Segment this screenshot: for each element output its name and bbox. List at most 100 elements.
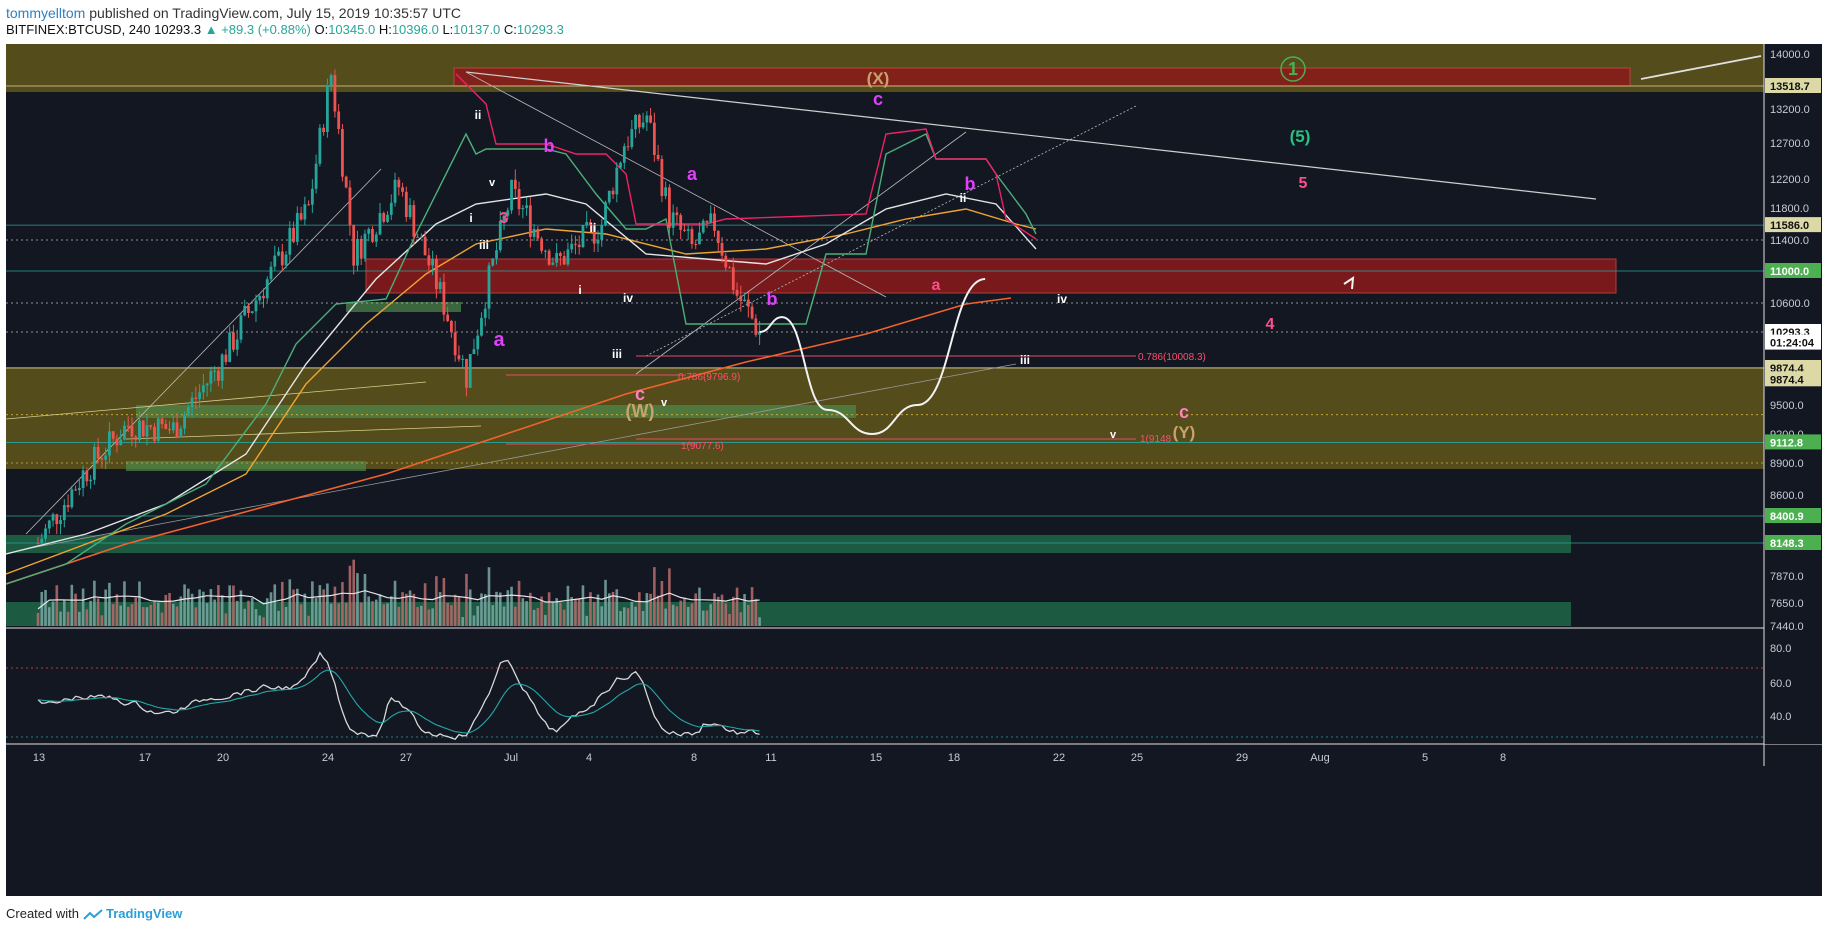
volume-bar [363,573,367,626]
price-badge-label: 9874.4 [1770,374,1805,386]
volume-bar [296,588,299,626]
volume-bar [179,596,183,626]
volume-bar [269,592,273,626]
candle-body [604,202,607,225]
price-axis-bg [1764,44,1822,744]
candle-body [235,339,239,350]
candle-body [220,354,224,381]
volume-ma [37,590,760,610]
candle-body [596,239,600,244]
volume-bar [134,597,138,626]
candle-body [754,318,758,335]
volume-bar [318,585,322,626]
candle-body [303,204,307,220]
time-tick-label: 8 [1500,752,1506,764]
volume-bar [356,573,359,626]
high-label: H: [378,22,392,37]
fib-label: 0.786(10008.3) [1138,352,1206,363]
volume-bar [446,602,449,626]
volume-bar [713,593,716,626]
channel-line-2 [465,71,887,298]
candle-body [728,267,731,269]
candle-body [431,259,435,266]
candle-body [513,179,517,189]
candle-body [416,236,419,238]
rsi-tick-label: 80.0 [1770,643,1791,655]
candle-body [250,311,254,313]
candle-body [491,258,495,266]
candle-body [709,213,713,223]
projection-arrowhead [1343,276,1355,290]
candle-body [378,213,382,235]
green-zone-10600 [346,302,461,312]
wave-label: 5 [1299,175,1308,192]
tradingview-logo-icon [83,908,103,920]
time-tick-label: 17 [139,752,151,764]
volume-bar [502,606,506,626]
candle-body [562,256,566,265]
ichimoku-conversion [455,73,1037,240]
candle-body [36,542,40,544]
high-value: 10396.0 [391,22,439,37]
volume-bar [202,591,205,626]
candle-body [273,255,277,267]
volume-bar [258,615,262,626]
price-badge [1765,263,1821,278]
wave-label: a [493,329,505,351]
volume-bar [686,606,690,626]
volume-bar [292,589,295,626]
volume-bar [604,579,607,626]
volume-bar [311,581,314,626]
volume-bar [138,581,141,626]
wave-label: c [635,384,645,404]
volume-bar [397,606,401,626]
volume-bar [153,600,156,626]
candle-body [758,331,761,335]
volume-bar [47,607,51,626]
candle-body [476,335,480,350]
volume-bar [44,589,47,626]
candle-body [100,458,104,460]
candle-body [183,415,186,429]
candle-body [543,250,547,252]
candle-body [280,251,284,266]
far-upper-line [1640,55,1762,80]
price-chart[interactable]: 14000.0 13200.0 12700.0 12200.0 11800.0 11400… [6,44,1822,896]
price-badge-label: 11586.0 [1770,220,1809,232]
candle-body [149,425,153,427]
volume-bar [250,598,254,626]
candle-body [205,383,209,386]
volume-bar [89,600,92,626]
candle-body [123,425,126,440]
author-link[interactable]: tommyelltom [6,5,86,21]
candle-body [423,236,427,256]
candle-body [171,422,175,431]
candle-body [258,295,262,301]
candle-body [108,431,111,456]
candle-body [434,259,438,290]
candle-body [731,267,735,290]
symbol-label[interactable]: BITFINEX:BTCUSD, 240 [6,22,151,37]
volume-bar [735,587,739,626]
volume-bar [536,608,540,626]
volume-bar [280,581,284,626]
tradingview-link[interactable]: TradingView [105,906,183,921]
volume-bar [570,597,573,626]
volume-bar [111,604,115,626]
candle-body [664,187,668,197]
wave-labels: (X)c1(5)5bbaaba34cc(W)(Y)iiiiiiviiiiviii… [469,59,1310,442]
candle-body [81,470,85,488]
candle-body [239,315,243,340]
candle-body [649,115,653,123]
volume-bar [562,609,566,626]
wave-label: iii [479,238,489,252]
volume-bar [232,585,235,626]
volume-bar [559,602,562,626]
candle-body [600,224,604,240]
candle-body [626,146,630,148]
candle-body [59,520,62,525]
candle-body [62,505,66,521]
candle-body [495,250,498,259]
price-tick-label: 12700.0 [1770,138,1810,150]
price-badge [1765,360,1821,375]
